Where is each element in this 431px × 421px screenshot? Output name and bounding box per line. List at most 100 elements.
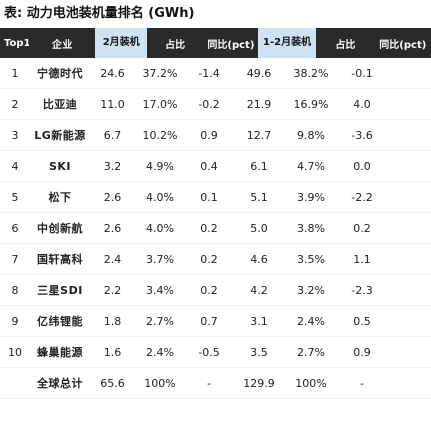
jan-feb-yoy-cell: 0.0	[353, 159, 371, 173]
jan-feb-yoy-cell: 4.0	[353, 97, 371, 111]
jan-feb-share-cell: 3.2%	[297, 283, 325, 297]
jan-feb-share-cell: 2.7%	[297, 345, 325, 359]
jan-feb-installed-cell: 6.1	[250, 159, 268, 173]
header-rank: Top10	[4, 37, 30, 49]
jan-feb-yoy-cell: 0.2	[353, 221, 371, 235]
table-body: 1 宁德时代 24.6 37.2% -1.4 49.6 38.2% -0.1 2…	[0, 58, 431, 399]
feb-yoy-cell: 0.4	[200, 159, 218, 173]
jan-feb-share-cell: 3.5%	[297, 252, 325, 266]
jan-feb-yoy-cell: -2.3	[351, 283, 373, 297]
rank-cell: 6	[11, 221, 19, 235]
jan-feb-installed-cell: 4.6	[250, 252, 268, 266]
jan-feb-yoy-cell: -3.6	[351, 128, 373, 142]
feb-yoy-cell: 0.1	[200, 190, 218, 204]
header-feb-installed: 2月装机	[95, 28, 147, 58]
table-title: 表: 动力电池装机量排名 (GWh)	[4, 6, 195, 21]
jan-feb-share-cell: 3.9%	[297, 190, 325, 204]
jan-feb-share-cell: 16.9%	[293, 97, 329, 111]
feb-installed-cell: 1.8	[103, 314, 122, 328]
feb-installed-cell: 11.0	[100, 97, 125, 111]
header-jan-feb-installed: 1-2月装机	[257, 28, 317, 58]
feb-installed-cell: 2.6	[103, 221, 122, 235]
table-row: 5 松下 2.6 4.0% 0.1 5.1 3.9% -2.2	[0, 182, 431, 213]
feb-share-cell: 37.2%	[142, 66, 178, 80]
feb-installed-cell: 3.2	[103, 159, 122, 173]
jan-feb-installed-cell: 4.2	[250, 283, 268, 297]
jan-feb-share-cell: 2.4%	[297, 314, 325, 328]
jan-feb-share-cell: 3.8%	[297, 221, 325, 235]
feb-share-cell: 4.9%	[146, 159, 174, 173]
feb-share-cell: 4.0%	[146, 190, 174, 204]
rank-cell: 9	[11, 314, 19, 328]
table-row: 3 LG新能源 6.7 10.2% 0.9 12.7 9.8% -3.6	[0, 120, 431, 151]
feb-yoy-cell: 0.7	[200, 314, 218, 328]
jan-feb-yoy-cell: -0.1	[351, 66, 373, 80]
feb-share-cell: 3.7%	[146, 252, 174, 266]
header-feb-yoy: 同比(pct)	[207, 39, 255, 51]
company-cell: 亿纬锂能	[37, 315, 83, 328]
feb-share-cell: 17.0%	[142, 97, 178, 111]
feb-share-cell: 4.0%	[146, 221, 174, 235]
feb-installed-cell: 1.6	[103, 345, 122, 359]
feb-share-cell: 2.4%	[146, 345, 174, 359]
table-row: 8 三星SDI 2.2 3.4% 0.2 4.2 3.2% -2.3	[0, 275, 431, 306]
feb-yoy-cell: 0.2	[200, 221, 218, 235]
jan-feb-yoy-cell: 1.1	[353, 252, 371, 266]
rank-cell: 4	[11, 159, 19, 173]
jan-feb-yoy-cell: -	[360, 376, 364, 390]
total-row: 全球总计 65.6 100% - 129.9 100% -	[0, 368, 431, 399]
header-company: 企业	[51, 39, 73, 51]
company-cell: 中创新航	[37, 222, 83, 235]
jan-feb-installed-cell: 12.7	[246, 128, 272, 142]
feb-yoy-cell: -0.5	[198, 345, 220, 359]
jan-feb-installed-cell: 3.1	[250, 314, 268, 328]
rank-cell: 2	[11, 97, 19, 111]
feb-yoy-cell: -	[207, 376, 211, 390]
feb-yoy-cell: 0.2	[200, 252, 218, 266]
feb-share-cell: 3.4%	[146, 283, 174, 297]
jan-feb-installed-cell: 5.0	[250, 221, 268, 235]
jan-feb-yoy-cell: 0.9	[353, 345, 371, 359]
jan-feb-share-cell: 9.8%	[297, 128, 325, 142]
company-cell: 宁德时代	[37, 67, 83, 80]
rank-cell: 10	[8, 345, 22, 359]
rank-cell: 8	[11, 283, 19, 297]
company-cell: 蜂巢能源	[37, 346, 83, 359]
rank-cell: 5	[11, 190, 19, 204]
table-row: 10 蜂巢能源 1.6 2.4% -0.5 3.5 2.7% 0.9	[0, 337, 431, 368]
header-jan-feb-yoy: 同比(pct)	[379, 39, 427, 51]
table-row: 9 亿纬锂能 1.8 2.7% 0.7 3.1 2.4% 0.5	[0, 306, 431, 337]
feb-installed-cell: 65.6	[100, 376, 125, 390]
table-row: 4 SKI 3.2 4.9% 0.4 6.1 4.7% 0.0	[0, 151, 431, 182]
company-cell: 三星SDI	[37, 284, 83, 297]
feb-yoy-cell: 0.9	[200, 128, 218, 142]
header-feb-share: 占比	[165, 39, 186, 51]
company-cell: 国轩高科	[37, 253, 83, 266]
feb-share-cell: 2.7%	[146, 314, 174, 328]
jan-feb-share-cell: 100%	[295, 376, 327, 390]
feb-installed-cell: 2.2	[103, 283, 122, 297]
company-cell: 松下	[48, 191, 72, 204]
feb-installed-cell: 6.7	[103, 128, 122, 142]
jan-feb-installed-cell: 129.9	[243, 376, 275, 390]
jan-feb-yoy-cell: -2.2	[351, 190, 373, 204]
jan-feb-installed-cell: 3.5	[250, 345, 268, 359]
jan-feb-yoy-cell: 0.5	[353, 314, 371, 328]
feb-installed-cell: 2.4	[103, 252, 122, 266]
jan-feb-share-cell: 38.2%	[293, 66, 329, 80]
feb-share-cell: 10.2%	[142, 128, 178, 142]
rank-cell: 3	[11, 128, 19, 142]
rank-cell: 1	[11, 66, 19, 80]
table-row: 1 宁德时代 24.6 37.2% -1.4 49.6 38.2% -0.1	[0, 58, 431, 89]
jan-feb-installed-cell: 21.9	[246, 97, 272, 111]
feb-yoy-cell: -0.2	[198, 97, 220, 111]
table-row: 2 比亚迪 11.0 17.0% -0.2 21.9 16.9% 4.0	[0, 89, 431, 120]
company-cell: SKI	[48, 159, 72, 173]
jan-feb-installed-cell: 5.1	[250, 190, 268, 204]
feb-yoy-cell: -1.4	[198, 66, 220, 80]
jan-feb-share-cell: 4.7%	[297, 159, 325, 173]
table-header: Top10 企业 2月装机 占比 同比(pct) 1-2月装机 占比 同比(pc…	[0, 28, 431, 58]
table-row: 7 国轩高科 2.4 3.7% 0.2 4.6 3.5% 1.1	[0, 244, 431, 275]
jan-feb-installed-cell: 49.6	[246, 66, 272, 80]
company-cell: 全球总计	[37, 377, 83, 390]
